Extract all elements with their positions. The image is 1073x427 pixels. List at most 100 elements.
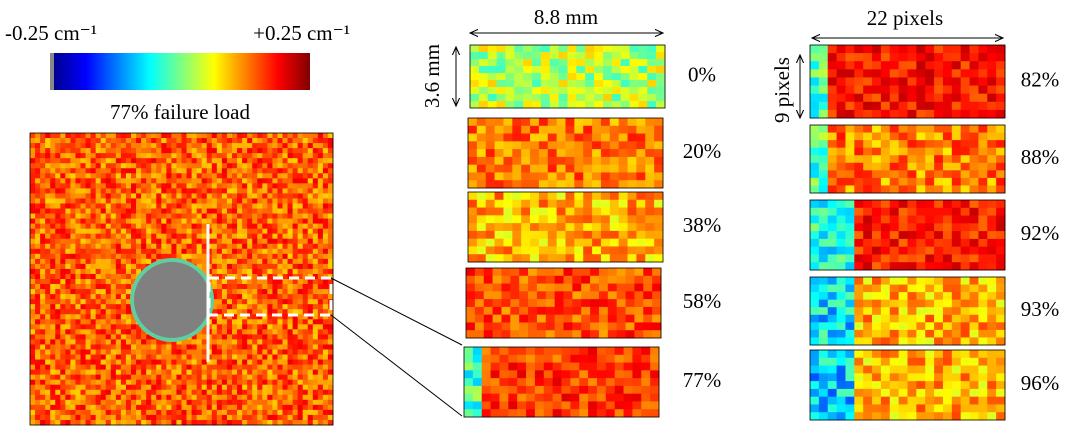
heatmap-cell — [252, 153, 258, 159]
heatmap-cell — [30, 203, 36, 209]
heatmap-cell — [80, 248, 86, 255]
heatmap-cell — [166, 404, 172, 411]
heatmap-cell — [80, 354, 86, 360]
heatmap-cell — [216, 364, 223, 371]
heatmap-cell — [216, 193, 223, 199]
heatmap-cell — [30, 404, 36, 411]
heatmap-cell — [171, 364, 177, 371]
heatmap-cell — [242, 359, 248, 365]
heatmap-cell — [156, 354, 162, 360]
heatmap-cell — [237, 359, 243, 365]
heatmap-cell — [267, 198, 273, 204]
heatmap-cell — [176, 409, 182, 416]
heatmap-cell — [510, 314, 520, 323]
heatmap — [809, 199, 1006, 271]
heatmap-cell — [90, 314, 97, 320]
heatmap-cell — [590, 306, 600, 316]
heatmap-cell — [35, 183, 41, 189]
heatmap-cell — [65, 334, 71, 340]
heatmap-cell — [80, 409, 86, 416]
heatmap-cell — [216, 228, 223, 235]
heatmap-cell — [827, 147, 837, 156]
heatmap-cell — [242, 344, 248, 350]
heatmap-cell — [35, 414, 41, 421]
heatmap-cell — [166, 143, 172, 149]
heatmap-cell — [110, 228, 117, 235]
heatmap-cell — [472, 409, 483, 418]
heatmap-cell — [581, 299, 591, 308]
heatmap-cell — [312, 243, 319, 250]
heatmap-cell — [302, 213, 309, 219]
heatmap-cell — [110, 203, 117, 209]
heatmap-cell — [115, 273, 122, 280]
heatmap-cell — [302, 203, 309, 209]
heatmap-cell — [889, 185, 900, 194]
heatmap-cell — [115, 279, 122, 285]
heatmap-cell — [100, 273, 107, 280]
heatmap-cell — [105, 339, 112, 345]
heatmap-cell — [40, 339, 46, 345]
heatmap-cell — [327, 268, 334, 275]
heatmap-cell — [115, 334, 122, 340]
heatmap-cell — [282, 399, 288, 406]
heatmap-cell — [307, 379, 314, 386]
heatmap-cell — [907, 53, 917, 62]
heatmap-cell — [206, 384, 213, 391]
heatmap-cell — [845, 132, 855, 141]
heatmap-cell — [267, 314, 273, 320]
heatmap-cell — [636, 223, 646, 232]
heatmap-cell — [282, 273, 288, 280]
heatmap-cell — [485, 207, 495, 216]
heatmap-cell — [45, 203, 51, 209]
heatmap-cell — [292, 354, 299, 360]
heatmap-cell — [105, 374, 112, 381]
heatmap-cell — [110, 153, 117, 159]
heatmap-cell — [468, 149, 478, 158]
heatmap-cell — [115, 148, 122, 154]
heatmap-cell — [476, 141, 487, 150]
heatmap-cell — [252, 198, 258, 204]
heatmap-cell — [907, 85, 917, 95]
heatmap-cell — [141, 243, 147, 250]
heatmap-cell — [120, 143, 127, 149]
heatmap-cell — [327, 258, 334, 265]
heatmap-cell — [186, 133, 192, 139]
heatmap-cell — [40, 183, 46, 189]
heatmap-cell — [141, 198, 147, 204]
heatmap-cell — [252, 148, 258, 154]
heatmap-cell — [818, 162, 829, 171]
heatmap-cell — [166, 213, 172, 219]
heatmap-cell — [898, 132, 908, 141]
heatmap-cell — [545, 314, 556, 323]
heatmap-cell — [95, 233, 102, 240]
heatmap-cell — [105, 258, 112, 265]
heatmap-cell — [60, 243, 66, 250]
heatmap-cell — [242, 349, 248, 355]
heatmap-cell — [528, 275, 538, 284]
heatmap-cell — [872, 140, 882, 149]
heatmap-cell — [95, 389, 102, 396]
heatmap-cell — [277, 409, 283, 416]
heatmap-cell — [652, 268, 662, 277]
heatmap-cell — [45, 263, 51, 270]
heatmap-cell — [105, 309, 112, 315]
heatmap-cell — [95, 238, 102, 245]
heatmap-cell — [262, 213, 268, 219]
heatmap-cell — [594, 45, 604, 53]
heatmap-cell — [110, 339, 117, 345]
heatmap-cell — [494, 149, 504, 158]
heatmap-cell — [277, 389, 283, 396]
heatmap-cell — [85, 379, 91, 386]
heatmap-cell — [312, 253, 319, 260]
heatmap-cell — [30, 354, 36, 360]
heatmap-cell — [206, 198, 213, 204]
heatmap-cell — [282, 364, 288, 371]
heatmap-cell — [654, 149, 664, 158]
heatmap-cell — [50, 299, 56, 305]
heatmap-cell — [558, 59, 568, 67]
heatmap-cell — [30, 384, 36, 391]
heatmap-cell — [317, 379, 324, 386]
heatmap-cell — [40, 279, 46, 285]
heatmap-cell — [292, 178, 299, 184]
heatmap-cell — [80, 329, 86, 335]
